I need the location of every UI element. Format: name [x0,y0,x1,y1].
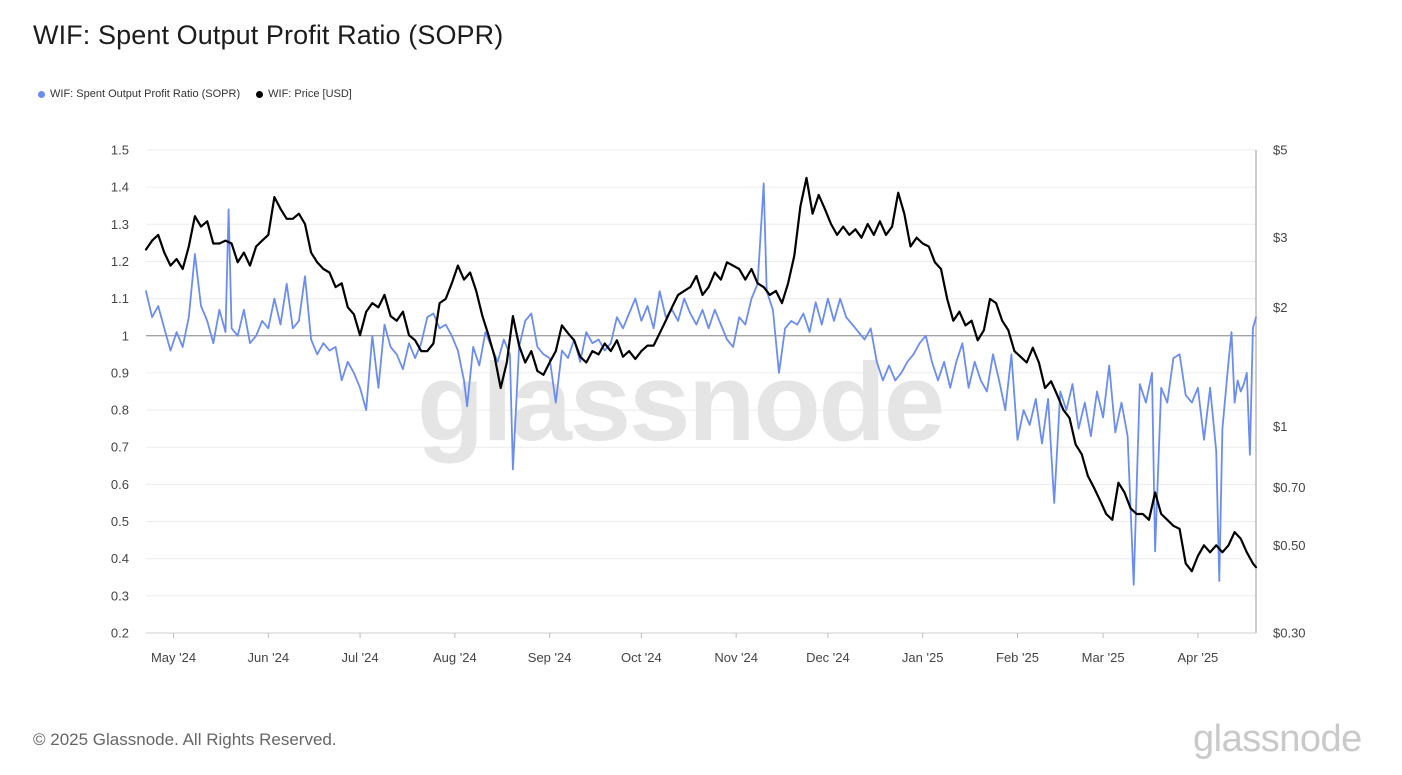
legend-item-sopr[interactable]: WIF: Spent Output Profit Ratio (SOPR) [38,88,240,100]
y-left-tick-label: 0.9 [111,365,129,380]
legend-dot-sopr [38,90,45,98]
x-tick-label: May '24 [151,650,196,665]
y-left-tick-label: 1.5 [111,143,129,158]
x-tick-label: Nov '24 [714,650,758,665]
x-tick-label: Oct '24 [621,650,662,665]
chart-legend: WIF: Spent Output Profit Ratio (SOPR) WI… [38,88,352,100]
x-tick-label: Sep '24 [528,650,572,665]
legend-label-sopr: WIF: Spent Output Profit Ratio (SOPR) [50,88,241,100]
y-left-tick-label: 1.3 [111,217,129,232]
y-left-tick-label: 0.7 [111,440,129,455]
y-left-tick-label: 1.4 [111,180,129,195]
y-right-tick-label: $2 [1273,300,1287,315]
footer-logo: glassnode [1193,718,1362,760]
x-tick-label: Dec '24 [806,650,850,665]
y-right-tick-label: $0.70 [1273,480,1306,495]
footer-copyright: © 2025 Glassnode. All Rights Reserved. [33,730,337,749]
y-left-tick-label: 1.1 [111,291,129,306]
x-tick-label: Apr '25 [1178,650,1219,665]
chart-series [144,176,1258,586]
y-left-tick-label: 0.3 [111,588,129,603]
x-tick-label: Feb '25 [996,650,1039,665]
y-left-tick-label: 0.8 [111,403,129,418]
legend-dot-price [256,90,264,98]
series-line-price [144,176,1258,573]
x-tick-label: Jul '24 [341,650,378,665]
x-tick-label: Jun '24 [248,650,290,665]
chart-axes: 1.5 1.4 1.3 1.2 1.1 1 0.9 0.8 0.7 0.6 0.5 0.4 0.3 0.2… [111,143,1306,666]
series-line-sopr [145,182,1257,586]
y-right-tick-label: $0.30 [1273,626,1306,641]
y-left-tick-label: 0.4 [111,551,129,566]
y-left-tick-label: 0.6 [111,477,129,492]
grid-lines [146,149,1256,634]
legend-label-price: WIF: Price [USD] [268,88,352,100]
y-right-tick-label: $0.50 [1273,538,1306,553]
y-right-tick-label: $3 [1273,230,1287,245]
chart-title: WIF: Spent Output Profit Ratio (SOPR) [33,20,504,50]
y-right-tick-label: $1 [1273,419,1287,434]
chart-watermark: glassnode [417,341,943,464]
y-left-tick-label: 1 [122,328,129,343]
legend-item-price[interactable]: WIF: Price [USD] [256,88,352,100]
x-tick-label: Mar '25 [1082,650,1125,665]
y-left-tick-label: 0.5 [111,514,129,529]
x-tick-label: Jan '25 [902,650,944,665]
y-left-tick-label: 1.2 [111,254,129,269]
x-tick-label: Aug '24 [433,650,477,665]
y-left-tick-label: 0.2 [111,626,129,641]
y-right-tick-label: $5 [1273,143,1287,158]
